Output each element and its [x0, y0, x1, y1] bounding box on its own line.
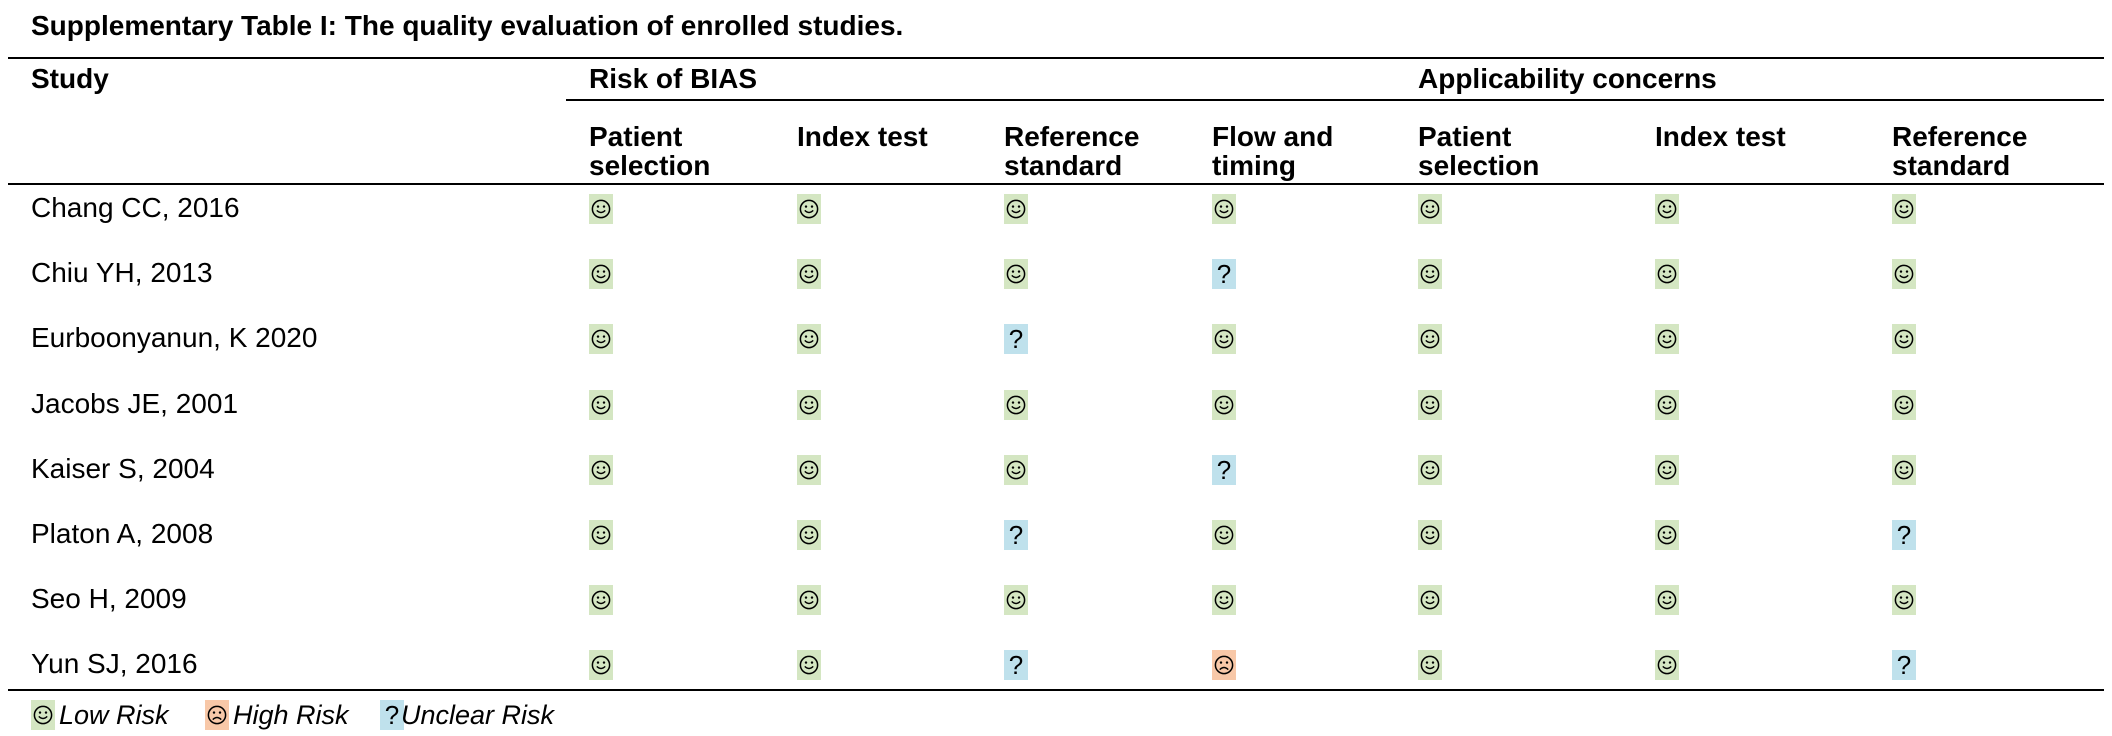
question-mark-icon: ?: [1212, 259, 1236, 289]
smiley-face-icon: [1655, 455, 1679, 485]
smiley-face-icon: [589, 194, 613, 224]
smiley-face-icon: [589, 390, 613, 420]
question-mark-icon: ?: [1004, 324, 1028, 354]
legend-high-risk-icon: [205, 700, 229, 730]
study-name: Yun SJ, 2016: [31, 648, 198, 679]
smiley-face-icon: [589, 520, 613, 550]
smiley-face-icon: [797, 259, 821, 289]
study-name: Seo H, 2009: [31, 583, 187, 614]
smiley-face-icon: [589, 650, 613, 680]
column-header: Index test: [1655, 121, 1786, 152]
smiley-face-icon: [1655, 390, 1679, 420]
smiley-face-icon: [1004, 455, 1028, 485]
smiley-face-icon: [1655, 650, 1679, 680]
legend-high-risk-label: High Risk: [233, 700, 349, 730]
table-bottom-rule: [8, 689, 2104, 691]
smiley-face-icon: [1892, 324, 1916, 354]
applicability-group-header: Applicability concerns: [1418, 63, 1717, 94]
column-header: timing: [1212, 150, 1296, 181]
smiley-face-icon: [1212, 585, 1236, 615]
smiley-face-icon: [1212, 390, 1236, 420]
column-header: Flow and: [1212, 121, 1334, 152]
legend-low-risk-icon: [31, 700, 55, 730]
risk-of-bias-group-header: Risk of BIAS: [589, 63, 758, 94]
group-header-rule: [566, 99, 2104, 101]
legend-unclear-risk-icon: ?: [380, 700, 404, 730]
column-header: Index test: [797, 121, 928, 152]
smiley-face-icon: [589, 455, 613, 485]
study-name: Chang CC, 2016: [31, 192, 240, 223]
smiley-face-icon: [589, 324, 613, 354]
smiley-face-icon: [797, 390, 821, 420]
study-name: Platon A, 2008: [31, 518, 214, 549]
legend-unclear-risk-label: Unclear Risk: [401, 700, 555, 730]
smiley-face-icon: [1655, 259, 1679, 289]
smiley-face-icon: [1212, 194, 1236, 224]
smiley-face-icon: [1892, 259, 1916, 289]
question-mark-icon: ?: [1892, 650, 1916, 680]
column-header: standard: [1892, 150, 2011, 181]
table-caption: Supplementary Table I: The quality evalu…: [31, 10, 904, 41]
smiley-face-icon: [589, 259, 613, 289]
column-header: Reference: [1892, 121, 2028, 152]
question-mark-icon: ?: [1004, 520, 1028, 550]
smiley-face-icon: [1004, 194, 1028, 224]
smiley-face-icon: [797, 194, 821, 224]
table-top-rule: [8, 57, 2104, 59]
study-column-header: Study: [31, 63, 109, 94]
smiley-face-icon: [797, 455, 821, 485]
column-header: Reference: [1004, 121, 1140, 152]
smiley-face-icon: [1892, 390, 1916, 420]
study-name: Chiu YH, 2013: [31, 257, 213, 288]
smiley-face-icon: [1212, 520, 1236, 550]
legend-low-risk-label: Low Risk: [59, 700, 169, 730]
smiley-face-icon: [589, 585, 613, 615]
smiley-face-icon: [797, 520, 821, 550]
smiley-face-icon: [1655, 520, 1679, 550]
smiley-face-icon: [1892, 585, 1916, 615]
smiley-face-icon: [1418, 455, 1442, 485]
column-header: selection: [589, 150, 711, 181]
smiley-face-icon: [1655, 585, 1679, 615]
column-header: Patient: [1418, 121, 1512, 152]
smiley-face-icon: [1655, 194, 1679, 224]
smiley-face-icon: [1004, 585, 1028, 615]
smiley-face-icon: [1655, 324, 1679, 354]
smiley-face-icon: [1418, 259, 1442, 289]
smiley-face-icon: [1418, 520, 1442, 550]
frowning-face-icon: [1212, 650, 1236, 680]
column-header: Patient: [589, 121, 683, 152]
question-mark-icon: ?: [1004, 650, 1028, 680]
smiley-face-icon: [1418, 194, 1442, 224]
question-mark-icon: ?: [1212, 455, 1236, 485]
smiley-face-icon: [797, 585, 821, 615]
smiley-face-icon: [1418, 324, 1442, 354]
column-header: standard: [1004, 150, 1123, 181]
smiley-face-icon: [1892, 194, 1916, 224]
study-name: Kaiser S, 2004: [31, 453, 215, 484]
question-mark-icon: ?: [1892, 520, 1916, 550]
study-name: Eurboonyanun, K 2020: [31, 322, 318, 353]
study-name: Jacobs JE, 2001: [31, 388, 239, 419]
smiley-face-icon: [1212, 324, 1236, 354]
header-bottom-rule: [8, 183, 2104, 185]
column-header: selection: [1418, 150, 1540, 181]
smiley-face-icon: [1892, 455, 1916, 485]
smiley-face-icon: [1418, 650, 1442, 680]
smiley-face-icon: [1004, 259, 1028, 289]
smiley-face-icon: [1004, 390, 1028, 420]
smiley-face-icon: [797, 324, 821, 354]
smiley-face-icon: [1418, 390, 1442, 420]
smiley-face-icon: [1418, 585, 1442, 615]
smiley-face-icon: [797, 650, 821, 680]
